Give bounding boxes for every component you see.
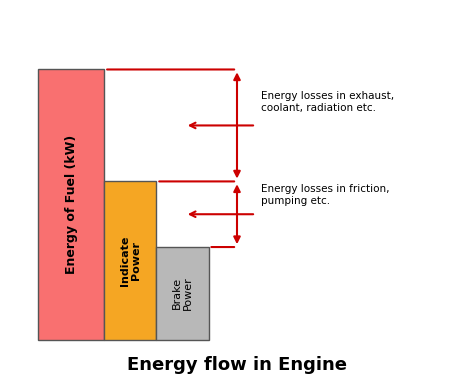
- Text: Energy flow in Engine: Energy flow in Engine: [127, 356, 347, 374]
- Bar: [156, 247, 209, 340]
- Text: Energy of Fuel (kW): Energy of Fuel (kW): [64, 135, 78, 274]
- Bar: [38, 69, 104, 340]
- Bar: [104, 181, 156, 340]
- Text: Energy losses in exhaust,
coolant, radiation etc.: Energy losses in exhaust, coolant, radia…: [261, 91, 394, 113]
- Text: Energy losses in friction,
pumping etc.: Energy losses in friction, pumping etc.: [261, 184, 389, 206]
- Text: Brake
Power: Brake Power: [172, 276, 193, 310]
- Text: Indicate
Power: Indicate Power: [119, 235, 141, 286]
